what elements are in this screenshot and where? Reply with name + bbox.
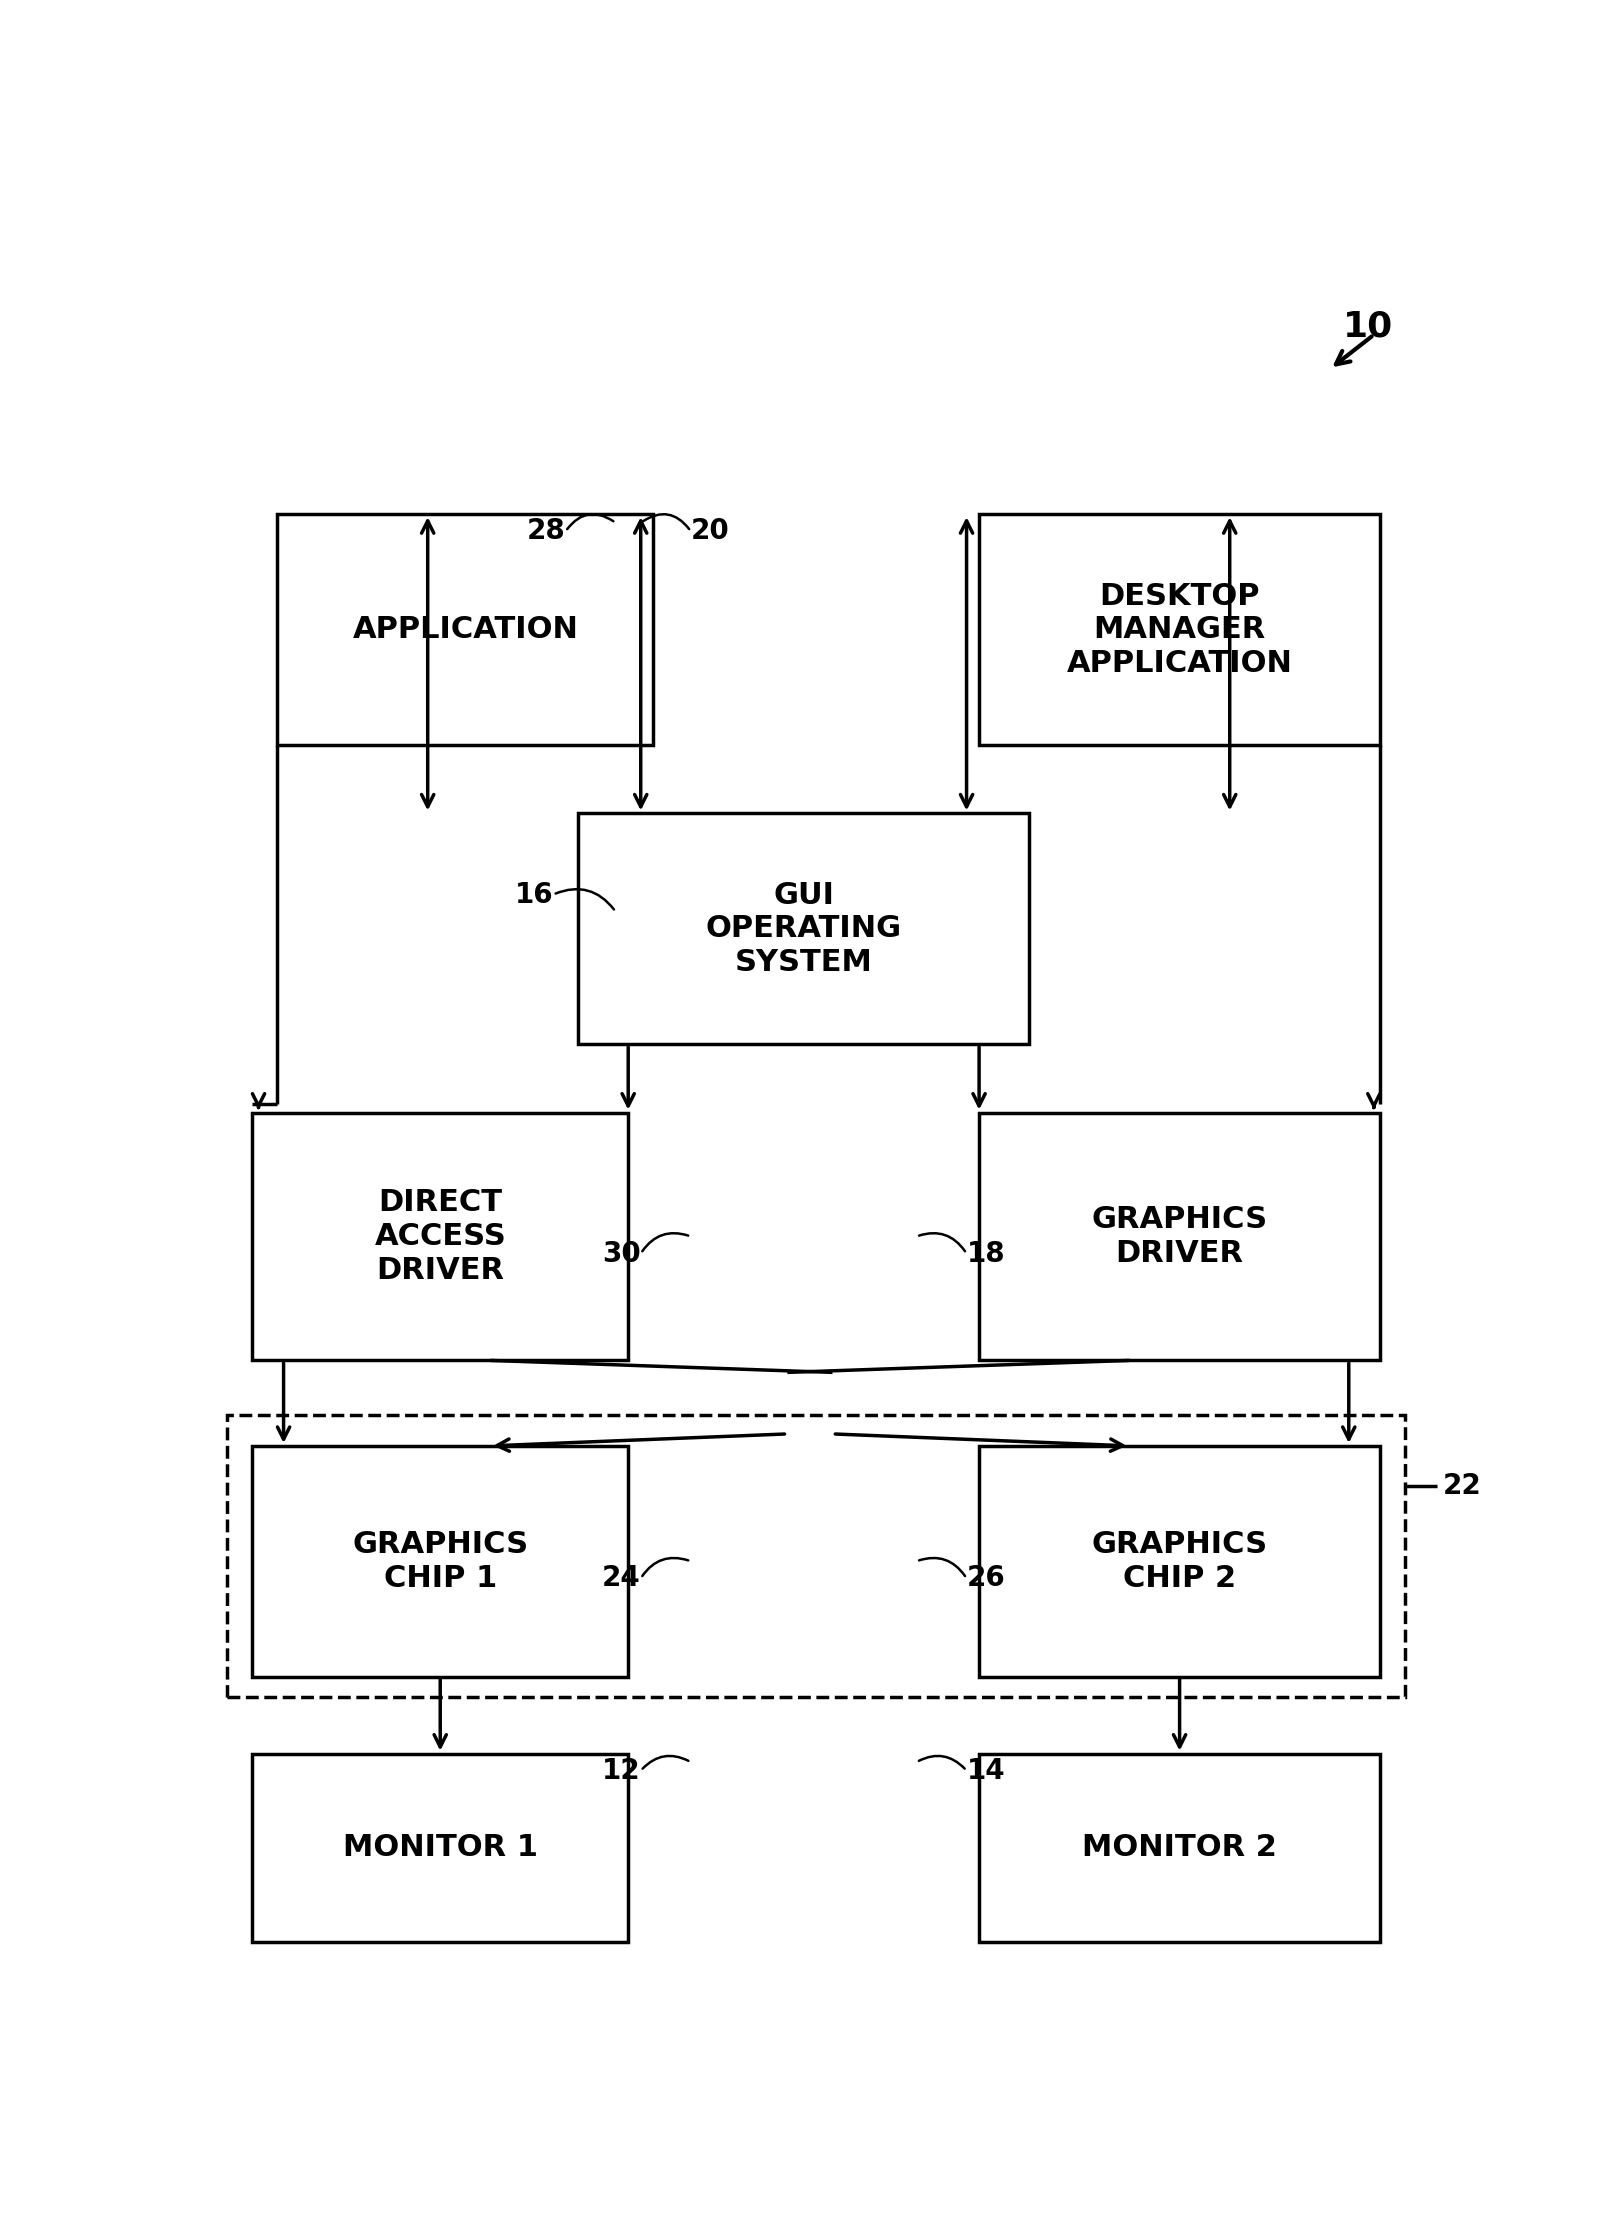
Text: 28: 28 (527, 517, 566, 546)
Bar (978, 515, 1379, 746)
Text: 14: 14 (967, 1756, 1006, 1785)
Text: DIRECT
ACCESS
DRIVER: DIRECT ACCESS DRIVER (375, 1188, 506, 1285)
Text: 22: 22 (1442, 1472, 1481, 1501)
Text: 12: 12 (602, 1756, 640, 1785)
Bar (978, 1112, 1379, 1361)
Text: 30: 30 (602, 1239, 640, 1268)
Text: 20: 20 (690, 517, 729, 546)
Bar (252, 1445, 627, 1676)
Text: GRAPHICS
CHIP 1: GRAPHICS CHIP 1 (353, 1530, 529, 1592)
Text: 10: 10 (1342, 309, 1392, 344)
Text: GUI
OPERATING
SYSTEM: GUI OPERATING SYSTEM (705, 881, 902, 977)
Text: 26: 26 (967, 1565, 1006, 1592)
Text: GRAPHICS
DRIVER: GRAPHICS DRIVER (1091, 1205, 1268, 1268)
Bar (278, 515, 653, 746)
Bar (978, 1445, 1379, 1676)
Text: 24: 24 (602, 1565, 640, 1592)
Bar (252, 1112, 627, 1361)
Bar (579, 813, 1030, 1043)
Text: 16: 16 (514, 881, 553, 908)
Text: MONITOR 1: MONITOR 1 (343, 1834, 538, 1863)
Text: 18: 18 (967, 1239, 1006, 1268)
Text: MONITOR 2: MONITOR 2 (1082, 1834, 1277, 1863)
Bar (226, 1414, 1405, 1696)
Text: GRAPHICS
CHIP 2: GRAPHICS CHIP 2 (1091, 1530, 1268, 1592)
Text: DESKTOP
MANAGER
APPLICATION: DESKTOP MANAGER APPLICATION (1067, 582, 1292, 677)
Bar (252, 1754, 627, 1942)
Bar (978, 1754, 1379, 1942)
Text: APPLICATION: APPLICATION (353, 615, 579, 644)
